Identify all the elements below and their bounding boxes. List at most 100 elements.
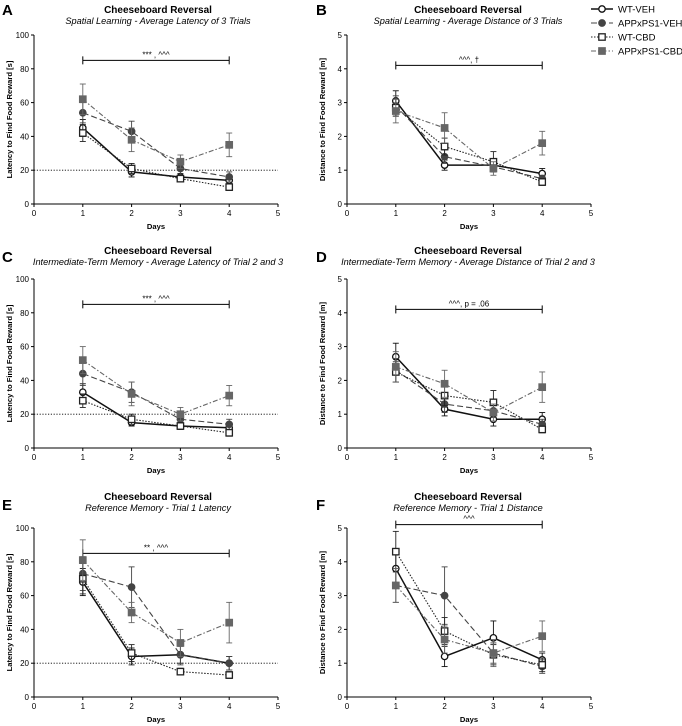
chart-title: Cheeseboard Reversal <box>414 246 522 257</box>
y-tick-label: 4 <box>338 309 343 318</box>
y-tick-label: 80 <box>20 65 29 74</box>
x-tick-label: 4 <box>227 209 232 218</box>
series-wt-cbd <box>78 124 234 191</box>
x-axis-label: Days <box>147 466 165 475</box>
panel-label: B <box>316 2 327 19</box>
x-axis-label: Days <box>460 222 478 231</box>
significance-label: ^^^ <box>463 515 475 524</box>
y-tick-label: 40 <box>20 625 29 634</box>
legend-label: APPxPS1-VEH <box>618 19 682 30</box>
y-tick-label: 100 <box>16 31 30 40</box>
x-tick-label: 4 <box>540 209 545 218</box>
significance-label: ^^^, † <box>459 55 479 64</box>
data-point <box>127 649 136 657</box>
x-tick-label: 3 <box>491 209 496 218</box>
chart-title: Cheeseboard Reversal <box>104 246 212 257</box>
y-tick-label: 4 <box>338 65 343 74</box>
data-point <box>489 649 498 657</box>
significance-bracket: *** , ^^^ <box>82 50 230 65</box>
x-tick-label: 1 <box>81 702 86 711</box>
data-point <box>78 95 87 104</box>
x-tick-label: 0 <box>32 453 37 462</box>
y-tick-label: 1 <box>338 410 343 419</box>
y-axis-label: Distance to Find Food Reward [m] <box>318 550 327 674</box>
significance-bracket: ^^^, p = .06 <box>395 299 543 314</box>
series-line <box>395 366 543 414</box>
panel-label: C <box>2 249 13 266</box>
series-line <box>395 371 543 430</box>
x-tick-label: 0 <box>345 209 350 218</box>
y-tick-label: 20 <box>20 410 29 419</box>
data-point <box>127 608 136 617</box>
data-point <box>225 618 234 627</box>
data-point <box>489 164 498 173</box>
chart-title: Cheeseboard Reversal <box>414 5 522 16</box>
y-tick-label: 80 <box>20 309 29 318</box>
data-point <box>176 174 185 183</box>
data-point <box>127 164 136 173</box>
series-wt-veh <box>391 90 547 180</box>
chart-subtitle: Reference Memory - Trial 1 Latency <box>85 503 232 513</box>
y-tick-label: 40 <box>20 132 29 141</box>
data-point <box>440 379 449 388</box>
legend-item-appxps1-cbd: APPxPS1-CBD <box>591 47 682 58</box>
significance-label: *** , ^^^ <box>142 294 170 303</box>
x-axis-label: Days <box>147 222 165 231</box>
legend-label: APPxPS1-CBD <box>618 47 682 58</box>
series-line <box>82 132 230 188</box>
data-point <box>78 556 87 564</box>
data-point <box>440 124 449 132</box>
data-point <box>489 408 498 417</box>
significance-label: *** , ^^^ <box>142 50 170 59</box>
data-point <box>538 425 547 434</box>
data-point <box>176 157 185 166</box>
data-point <box>225 659 234 668</box>
data-point <box>391 581 400 590</box>
x-tick-label: 3 <box>178 453 183 462</box>
y-tick-label: 60 <box>20 592 29 601</box>
x-tick-label: 4 <box>227 453 232 462</box>
series-line <box>82 578 230 676</box>
data-point <box>78 356 87 364</box>
data-point <box>225 183 234 191</box>
panel-label: D <box>316 249 327 266</box>
series-line <box>82 573 230 664</box>
series-appxps1-veh <box>78 102 234 183</box>
series-line <box>395 110 543 170</box>
data-point <box>176 667 185 676</box>
x-tick-label: 4 <box>540 702 545 711</box>
x-tick-label: 2 <box>442 702 447 711</box>
data-point <box>127 390 136 398</box>
x-tick-label: 5 <box>276 453 281 462</box>
legend-item-wt-veh: WT-VEH <box>591 5 655 16</box>
series-line <box>82 400 230 434</box>
legend-label: WT-VEH <box>618 5 655 16</box>
y-tick-label: 20 <box>20 166 29 175</box>
data-point <box>225 173 234 181</box>
y-tick-label: 0 <box>338 444 343 453</box>
y-axis-label: Latency to Find Food Reward [s] <box>5 304 14 422</box>
x-tick-label: 2 <box>442 453 447 462</box>
y-tick-label: 2 <box>338 376 343 385</box>
y-tick-label: 0 <box>338 693 343 702</box>
significance-bracket: ^^^, † <box>395 55 543 70</box>
y-tick-label: 60 <box>20 99 29 108</box>
y-tick-label: 60 <box>20 343 29 352</box>
x-tick-label: 0 <box>32 209 37 218</box>
series-line <box>395 105 543 180</box>
data-point <box>127 583 136 592</box>
y-tick-label: 20 <box>20 659 29 668</box>
data-point <box>440 142 449 151</box>
series-wt-veh <box>78 568 234 671</box>
data-point <box>440 652 449 661</box>
legend-item-appxps1-veh: APPxPS1-VEH <box>591 19 682 30</box>
panel-label: A <box>2 2 13 19</box>
x-tick-label: 3 <box>491 453 496 462</box>
data-point <box>176 410 185 419</box>
significance-bracket: *** , ^^^ <box>82 294 230 309</box>
x-tick-label: 1 <box>394 209 399 218</box>
data-point <box>176 639 185 647</box>
y-tick-label: 0 <box>25 693 30 702</box>
